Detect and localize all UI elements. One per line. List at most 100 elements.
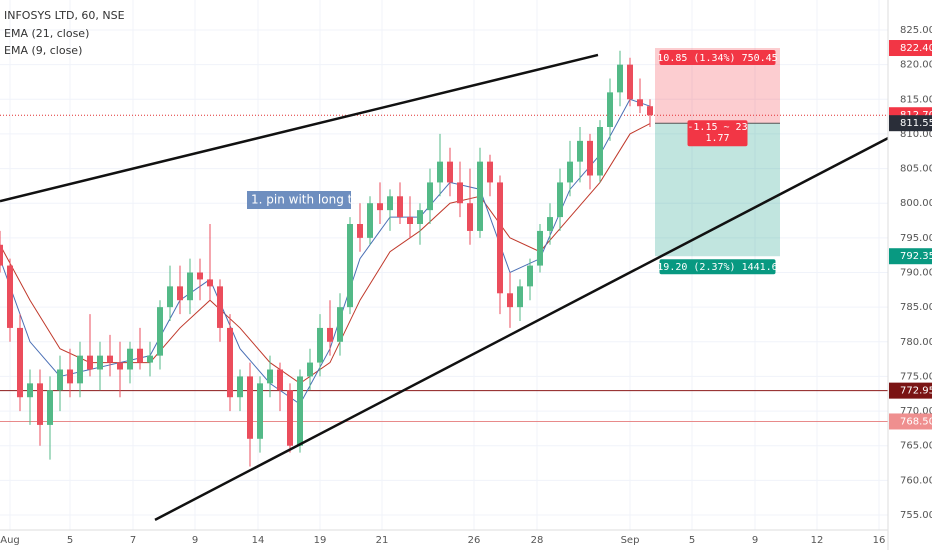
candle-body (17, 327, 23, 398)
price-label: 811.55 (900, 118, 932, 129)
candle-body (527, 265, 533, 287)
x-tick-label: 9 (192, 535, 198, 546)
center-label-bg (687, 120, 748, 147)
x-tick-label: 16 (873, 535, 886, 546)
target-label: 10.85 (1.34%) 750.45 (657, 53, 777, 64)
candle-body (0, 244, 3, 266)
candle-body (387, 196, 393, 211)
candle-body (347, 224, 353, 308)
candle-body (407, 217, 413, 224)
candle-body (47, 390, 53, 425)
y-tick-label: 810.00 (900, 129, 932, 140)
candle-body (297, 376, 303, 446)
candle-body (367, 203, 373, 238)
x-tick-label: 9 (752, 535, 758, 546)
x-tick-label: Sep (621, 535, 640, 546)
candle-body (327, 327, 333, 342)
candle-body (7, 265, 13, 328)
candle-body (647, 106, 653, 116)
y-tick-label: 780.00 (900, 337, 932, 348)
stop-label-bg (659, 259, 776, 275)
candle-body (317, 327, 323, 363)
price-label-bg (889, 248, 932, 265)
candle-body (87, 355, 93, 370)
price-label-bg (889, 115, 932, 132)
candle-body (97, 355, 103, 370)
candle-body (277, 369, 283, 391)
y-tick-label: 820.00 (900, 60, 932, 71)
candle-body (557, 182, 563, 218)
y-tick-label: 785.00 (900, 302, 932, 313)
x-tick-label: 7 (130, 535, 136, 546)
y-tick-label: 815.00 (900, 94, 932, 105)
candle-body (617, 64, 623, 93)
x-tick-label: Aug (0, 535, 20, 546)
candle-body (257, 383, 263, 439)
candle-body (357, 224, 363, 238)
price-label-bg (889, 413, 932, 430)
price-label: 768.50 (900, 416, 932, 427)
candle-body (537, 230, 543, 266)
candle-body (447, 161, 453, 183)
candle-body (377, 203, 383, 211)
price-label: 792.35 (900, 251, 932, 262)
candle-body (457, 182, 463, 204)
candle-body (67, 369, 73, 384)
candle-body (57, 369, 63, 391)
price-label-bg (889, 382, 932, 399)
y-tick-label: 755.00 (900, 510, 932, 521)
stop-label: 19.20 (2.37%) 1441.6 (657, 262, 777, 273)
candle-body (397, 196, 403, 218)
candle-body (467, 203, 473, 231)
candle-body (287, 390, 293, 446)
y-tick-label: 805.00 (900, 164, 932, 175)
candle-body (237, 376, 243, 398)
candle-body (187, 272, 193, 301)
y-tick-label: 795.00 (900, 233, 932, 244)
candle-body (577, 140, 583, 162)
candle-body (337, 307, 343, 342)
candle-body (567, 161, 573, 183)
y-tick-label: 765.00 (900, 441, 932, 452)
candle-body (117, 362, 123, 370)
x-tick-label: 21 (376, 535, 389, 546)
candle-body (547, 217, 553, 231)
chart-title: INFOSYS LTD, 60, NSE (4, 9, 125, 22)
price-label: 772.95 (900, 386, 932, 397)
target-label-bg (659, 50, 776, 66)
price-label: 822.40 (900, 43, 932, 54)
candle-body (217, 286, 223, 328)
y-tick-label: 800.00 (900, 198, 932, 209)
candle-body (637, 99, 643, 107)
candle-body (417, 210, 423, 224)
candle-body (517, 286, 523, 308)
candle-body (607, 92, 613, 127)
center-label: -1.15 ~ 23 (687, 122, 747, 133)
price-label-bg (889, 40, 932, 57)
candle-body (427, 182, 433, 211)
x-tick-label: 5 (67, 535, 73, 546)
candle-body (207, 279, 213, 287)
candle-body (437, 161, 443, 183)
y-tick-label: 770.00 (900, 406, 932, 417)
candle-body (477, 161, 483, 231)
x-tick-label: 14 (252, 535, 265, 546)
candle-body (137, 348, 143, 363)
annotation-box (247, 191, 351, 209)
y-tick-label: 825.00 (900, 25, 932, 36)
candle-body (167, 286, 173, 308)
trendline (0, 53, 599, 203)
candle-body (507, 293, 513, 308)
x-tick-label: 19 (314, 535, 327, 546)
candle-body (107, 355, 113, 363)
annotation: 1. pin with long tail (251, 193, 366, 207)
x-tick-label: 12 (811, 535, 824, 546)
candle-body (247, 376, 253, 439)
candle-body (177, 286, 183, 301)
x-tick-label: 5 (689, 535, 695, 546)
candle-body (197, 272, 203, 280)
x-tick-label: 28 (531, 535, 544, 546)
y-tick-label: 760.00 (900, 475, 932, 486)
